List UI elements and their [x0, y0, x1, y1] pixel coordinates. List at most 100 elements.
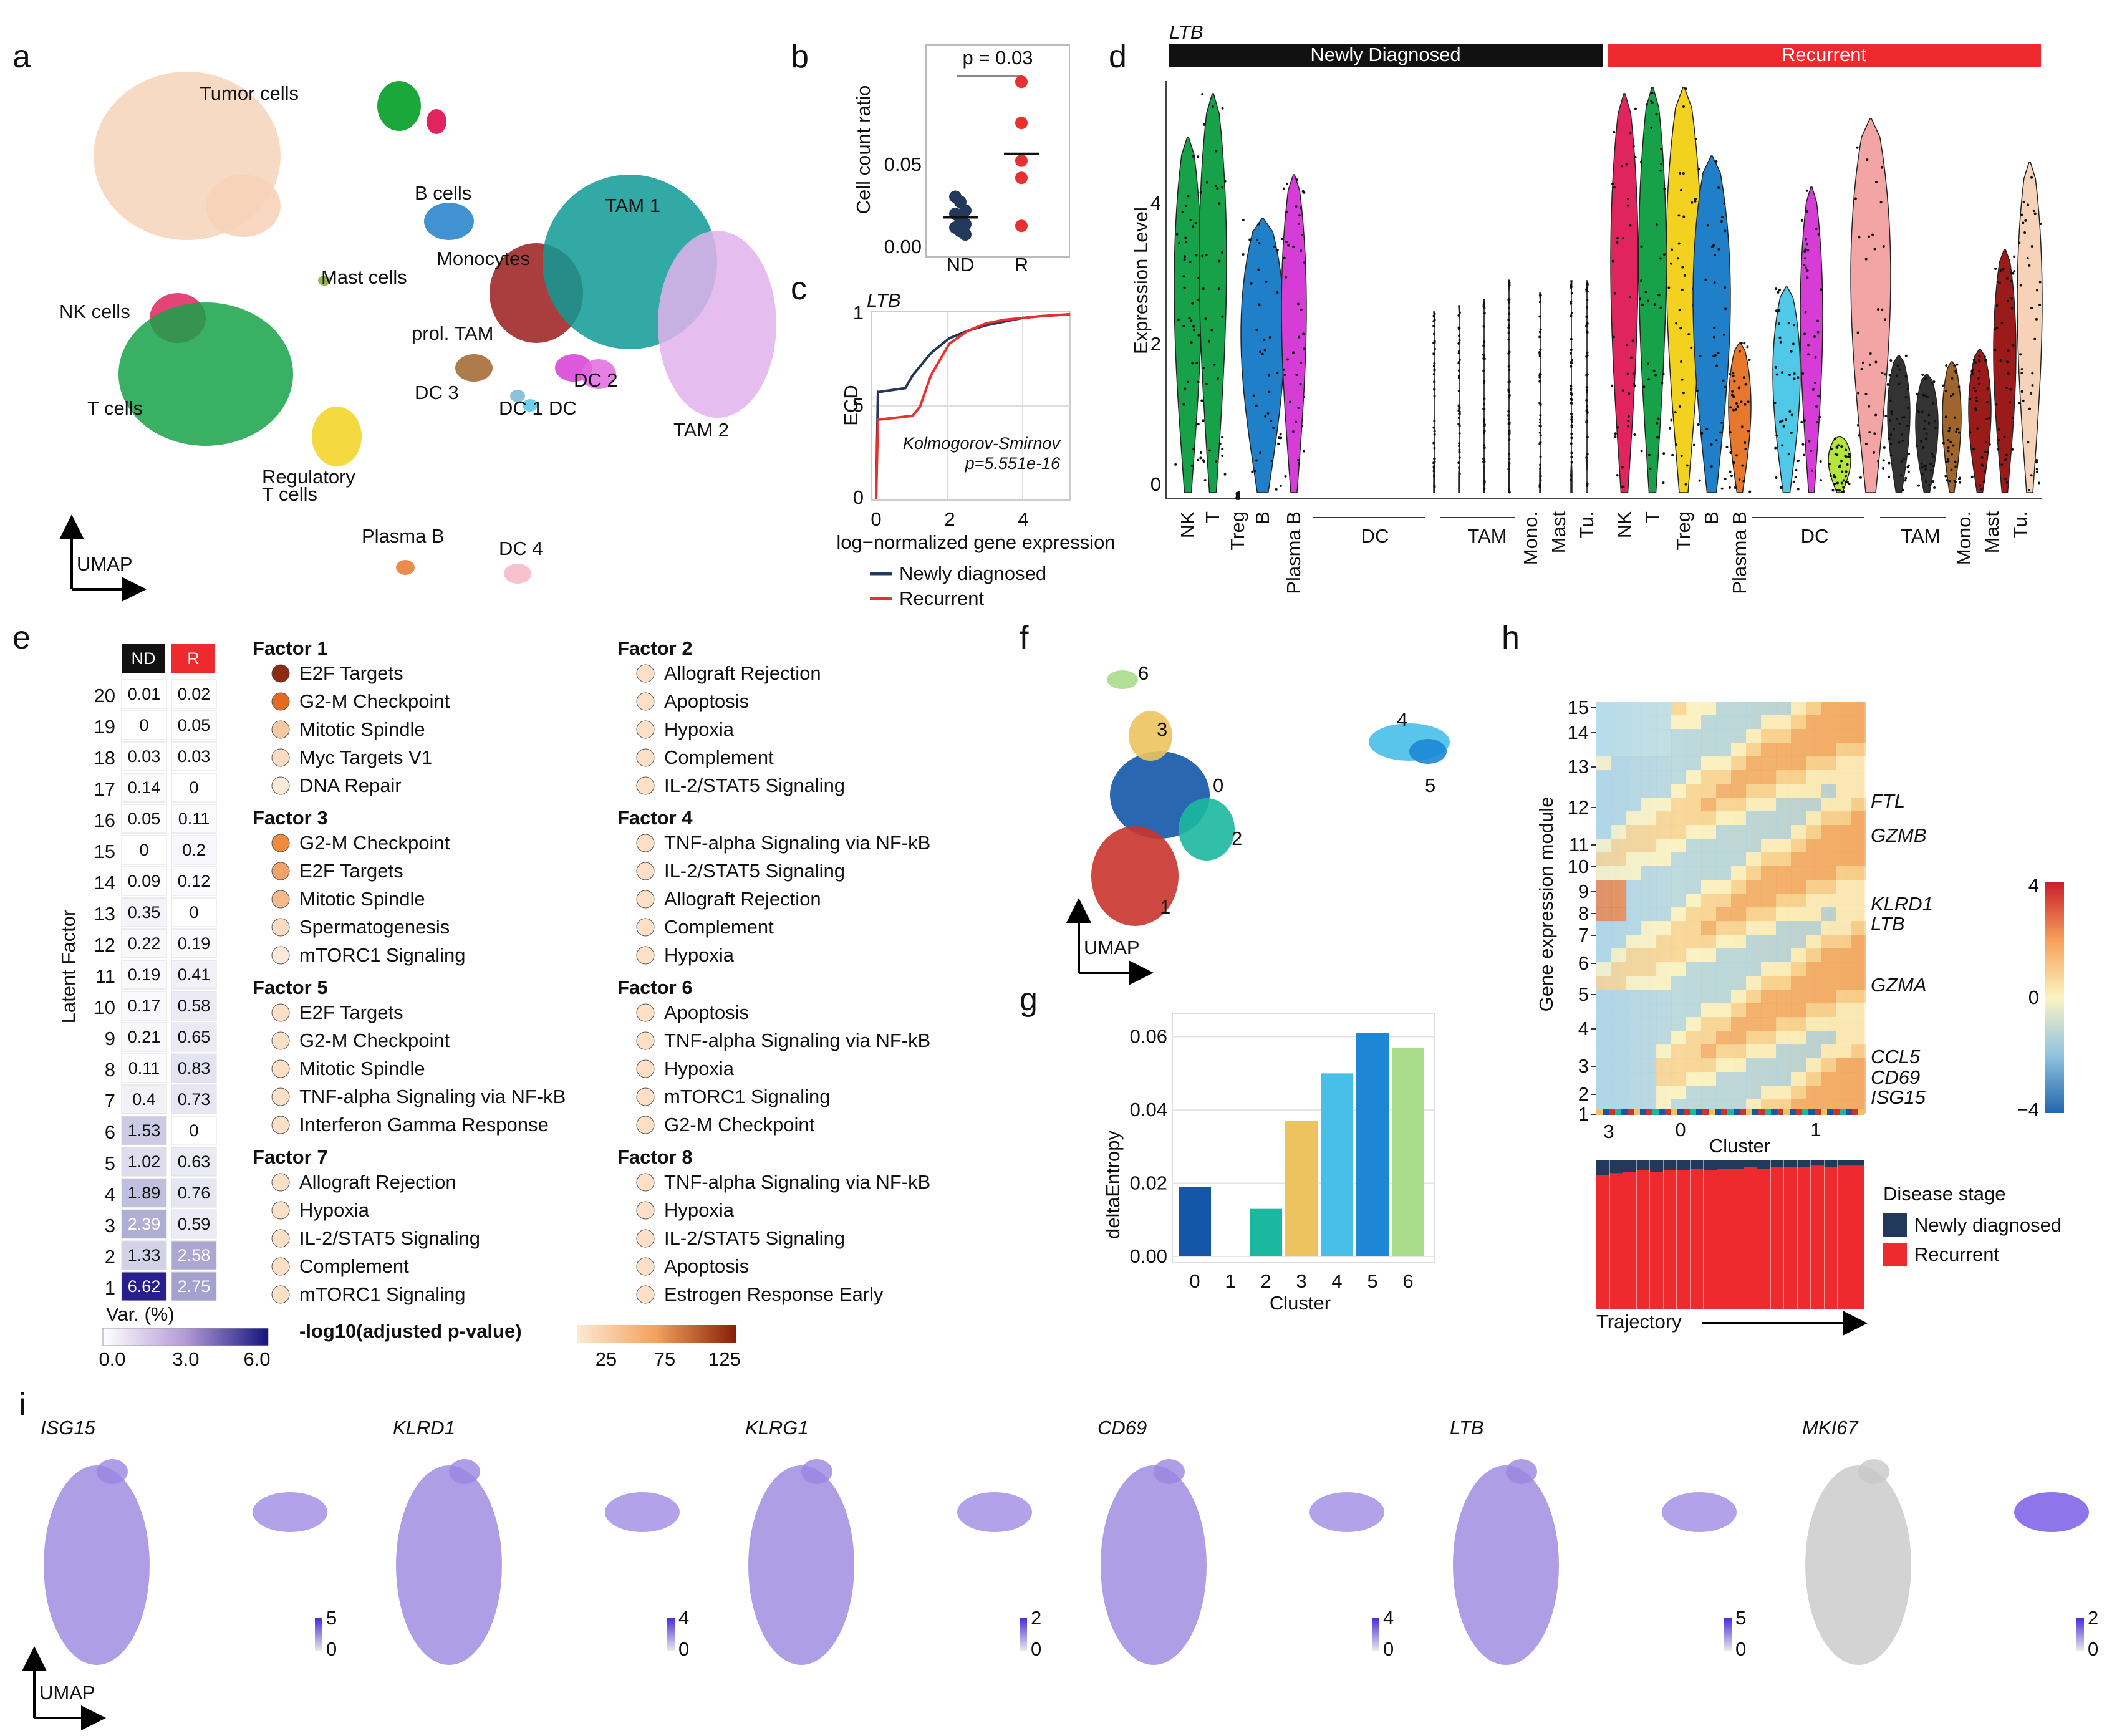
violin-nd-4-dot	[1302, 332, 1305, 335]
heat-cell	[1656, 798, 1672, 812]
heat-cell	[1806, 1031, 1821, 1045]
heat-cell	[1731, 976, 1747, 990]
d-xlabel-0-3: B	[1252, 511, 1273, 524]
violin-r-10-dot	[1932, 465, 1936, 468]
panel-a-letter: a	[12, 39, 31, 75]
heat-cell	[1776, 756, 1792, 771]
violin-r-14-dot	[2038, 303, 2042, 306]
f-cluster-1	[1091, 826, 1179, 926]
feature-title-KLRG1: KLRG1	[745, 1417, 809, 1439]
violin-r-10-dot	[1915, 445, 1918, 448]
violin-r-10-dot	[1932, 402, 1935, 405]
heat-cell	[1656, 839, 1672, 853]
heat-cell	[1641, 894, 1657, 908]
violin-r-13-dot	[2005, 277, 2009, 280]
heat-cell	[1851, 935, 1866, 949]
violin-r-7-dot	[1833, 475, 1836, 478]
heat-cell	[1851, 1086, 1866, 1100]
violin-r-13	[1993, 249, 2017, 493]
strip-cell	[1752, 1109, 1758, 1115]
violin-r-5-dot	[1775, 434, 1778, 437]
heat-cell	[1836, 784, 1851, 798]
violin-r-9-dot	[1898, 368, 1901, 371]
heat-cell	[1641, 1017, 1657, 1031]
violin-r-2-dot	[1679, 327, 1682, 330]
violin-r-8-dot	[1874, 413, 1878, 417]
violin-r-14-dot	[2020, 390, 2023, 393]
violin-nd-6-dot	[1458, 448, 1461, 451]
plot-frame	[925, 44, 1070, 258]
violin-nd-4-dot	[1295, 205, 1298, 208]
heat-cell	[1791, 894, 1806, 908]
violin-r-2-dot	[1682, 215, 1686, 218]
violin-nd-10-dot	[1570, 412, 1573, 415]
violin-r-9-dot	[1889, 433, 1893, 436]
violin-r-11-dot	[1953, 416, 1956, 419]
violin-nd-0-dot	[1197, 155, 1200, 158]
violin-nd-6-dot	[1458, 441, 1461, 445]
violin-r-9-dot	[1898, 422, 1901, 425]
strip-cell	[1765, 1109, 1771, 1115]
violin-nd-1-dot	[1214, 185, 1217, 188]
heat-cell	[1656, 743, 1672, 757]
violin-r-2-dot	[1677, 242, 1681, 245]
cluster-label-7: DC 3	[415, 382, 459, 403]
heat-cell	[1701, 935, 1717, 949]
c-ylabel: ECD	[840, 385, 862, 425]
heat-cell	[1851, 825, 1866, 839]
violin-nd-0-dot	[1194, 221, 1197, 224]
stack-nd-16	[1797, 1160, 1811, 1167]
violin-nd-0-dot	[1188, 317, 1191, 320]
heat-cell	[1701, 1086, 1717, 1100]
strip-cell	[1609, 1109, 1615, 1115]
violin-r-7-dot	[1831, 489, 1835, 492]
violin-nd-1-dot	[1204, 317, 1207, 321]
cell-factor_r-7	[171, 897, 217, 927]
violin-r-13-dot	[2000, 463, 2004, 466]
violin-nd-9-dot	[1539, 455, 1542, 458]
violin-r-6-dot	[1800, 219, 1803, 222]
violin-r-8-dot	[1858, 236, 1861, 239]
umap-clusters	[94, 72, 776, 584]
heat-cell	[1851, 1044, 1866, 1059]
heat-cell	[1821, 935, 1836, 949]
violin-nd-9-dot	[1538, 301, 1541, 304]
violin-r-13-dot	[1997, 448, 2000, 451]
stack-nd-12	[1744, 1160, 1757, 1167]
violin-r-6-dot	[1808, 440, 1811, 443]
violin-r-3-dot	[1720, 219, 1723, 223]
cell-value-factor_r-16: 0.76	[178, 1184, 211, 1202]
violin-nd-0-dot	[1197, 423, 1200, 426]
heat-cell	[1611, 921, 1627, 935]
heat-cell	[1701, 702, 1717, 716]
gene-ISG15: ISG15	[1871, 1086, 1926, 1108]
violin-r-10-dot	[1932, 380, 1936, 383]
heat-cell	[1761, 729, 1777, 743]
cluster-label-8: DC 1	[499, 397, 543, 419]
violin-r-8-dot	[1881, 308, 1884, 311]
stack-nd-4	[1636, 1160, 1650, 1170]
heat-cell	[1701, 1003, 1717, 1018]
violin-r-14-dot	[2028, 264, 2031, 267]
heat-cell	[1611, 976, 1627, 990]
heat-cell	[1761, 866, 1777, 880]
violin-r-10-dot	[1923, 465, 1926, 468]
cell-factor_nd-3	[121, 773, 167, 803]
cluster-2	[318, 276, 330, 286]
violin-nd-9-dot	[1539, 478, 1542, 481]
violin-nd-7-dot	[1482, 344, 1485, 347]
pval-tick-2: 125	[708, 1348, 741, 1370]
violin-r-5	[1772, 286, 1801, 493]
cell-value-factor_nd-13: 0.4	[132, 1090, 156, 1109]
heat-cell	[1731, 1031, 1747, 1045]
heat-cell	[1806, 798, 1821, 812]
heat-cell	[1626, 935, 1642, 949]
heat-cell	[1686, 729, 1702, 743]
violin-r-11-dot	[1953, 364, 1956, 367]
violin-nd-9-dot	[1538, 380, 1541, 383]
strip-cell	[1808, 1109, 1815, 1115]
heat-cell	[1596, 756, 1612, 771]
panel-i-letter: i	[19, 1387, 26, 1423]
violin-r-4-dot	[1734, 486, 1737, 489]
heat-cell	[1836, 743, 1851, 757]
